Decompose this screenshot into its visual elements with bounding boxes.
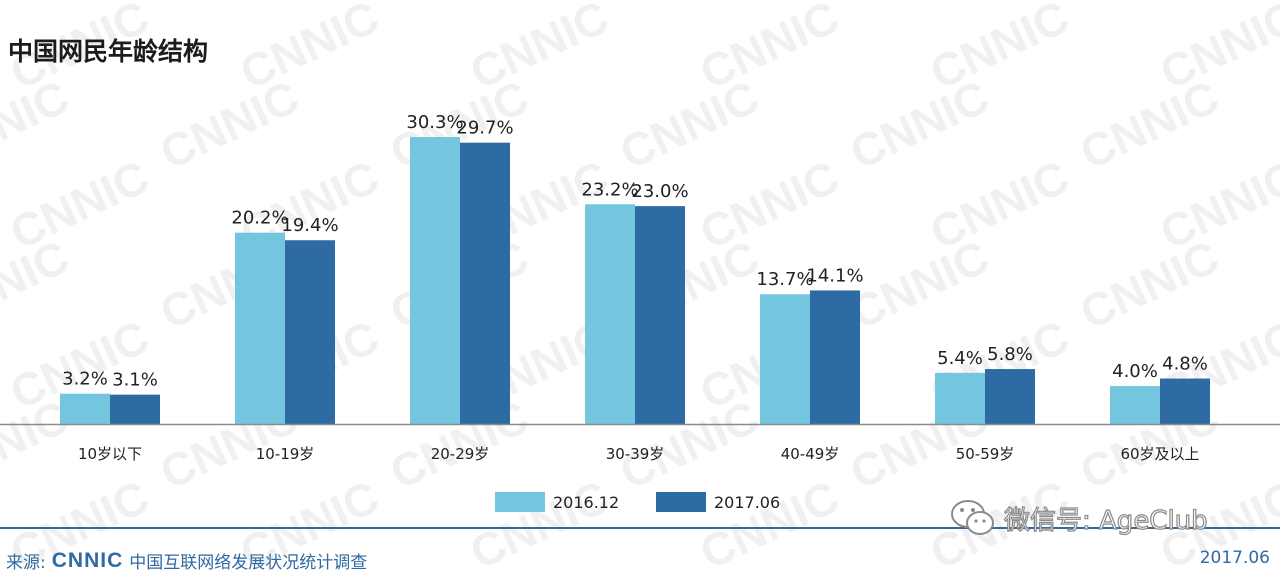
data-label: 5.4% (937, 348, 983, 369)
data-label: 29.7% (456, 118, 513, 139)
data-label: 20.2% (231, 208, 288, 229)
data-label: 3.1% (112, 370, 158, 391)
bar-2017.06-50-59岁 (985, 369, 1035, 424)
bar-2017.06-30-39岁 (635, 206, 685, 424)
x-tick-label: 10-19岁 (256, 445, 315, 463)
bar-2016.12-20-29岁 (410, 137, 460, 424)
x-tick-label: 30-39岁 (606, 445, 665, 463)
data-label: 5.8% (987, 344, 1033, 365)
data-label: 3.2% (62, 369, 108, 390)
data-label: 14.1% (806, 265, 863, 286)
source-prefix: 来源: (6, 553, 46, 573)
legend-swatch-2017.06 (656, 492, 706, 512)
data-label: 30.3% (406, 112, 463, 133)
x-tick-label: 10岁以下 (78, 445, 142, 463)
data-label: 4.0% (1112, 361, 1158, 382)
x-tick-label: 40-49岁 (781, 445, 840, 463)
bar-2016.12-10-19岁 (235, 232, 285, 424)
bar-2016.12-60岁及以上 (1110, 386, 1160, 424)
bar-2017.06-40-49岁 (810, 290, 860, 424)
bar-2016.12-40-49岁 (760, 294, 810, 424)
bar-2016.12-10岁以下 (60, 393, 110, 424)
bar-2017.06-60岁及以上 (1160, 378, 1210, 424)
bar-2017.06-10岁以下 (110, 394, 160, 424)
bar-2016.12-30-39岁 (585, 204, 635, 424)
data-label: 23.0% (631, 181, 688, 202)
x-tick-label: 50-59岁 (956, 445, 1015, 463)
data-label: 13.7% (756, 269, 813, 290)
bar-2016.12-50-59岁 (935, 372, 985, 424)
data-label: 4.8% (1162, 354, 1208, 375)
cnnic-logo: CNNIC (51, 548, 124, 572)
wechat-watermark: 微信号: AgeClub (950, 498, 1208, 538)
x-tick-label: 20-29岁 (431, 445, 490, 463)
legend-label: 2017.06 (714, 493, 780, 512)
report-date: 2017.06 (1199, 548, 1270, 568)
data-label: 19.4% (281, 215, 338, 236)
legend-label: 2016.12 (553, 493, 619, 512)
wechat-id: 微信号: AgeClub (1003, 505, 1208, 536)
data-label: 23.2% (581, 179, 638, 200)
wechat-icon (951, 500, 994, 535)
source-line: 来源: CNNIC 中国互联网络发展状况统计调查 (6, 548, 368, 574)
source-org: 中国互联网络发展状况统计调查 (129, 553, 368, 573)
chart-title: 中国网民年龄结构 (8, 37, 209, 66)
footer-divider (0, 527, 1280, 529)
legend-swatch-2016.12 (495, 492, 545, 512)
bar-2017.06-20-29岁 (460, 142, 510, 424)
bar-2017.06-10-19岁 (285, 240, 335, 424)
x-tick-label: 60岁及以上 (1120, 445, 1199, 463)
